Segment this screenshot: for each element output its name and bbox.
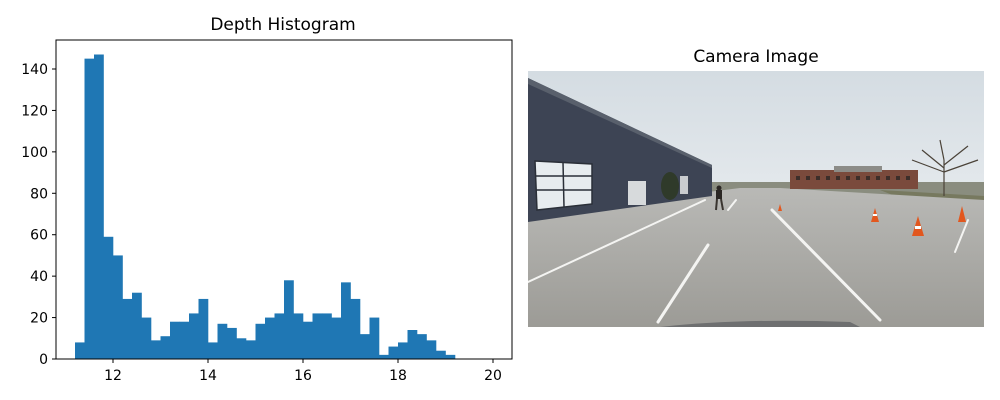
- vehicle-hood: [660, 320, 860, 327]
- x-tick-label: 16: [294, 368, 312, 384]
- histogram-bar: [350, 298, 361, 359]
- y-tick-label: 120: [21, 103, 48, 119]
- histogram-bar: [274, 313, 285, 359]
- histogram-bar: [417, 334, 427, 359]
- histogram-bar: [113, 255, 123, 359]
- histogram-bar: [198, 298, 209, 359]
- histogram-bar: [236, 338, 247, 359]
- y-tick-label: 60: [30, 228, 48, 244]
- histogram-bar: [132, 292, 142, 359]
- x-tick-label: 18: [389, 368, 407, 384]
- y-tick-label: 0: [39, 352, 48, 368]
- histogram-bar: [75, 342, 85, 359]
- histogram-bar: [84, 58, 95, 360]
- y-axis: 0 20 40 60 80 100 120 140: [21, 62, 56, 368]
- histogram-bar: [426, 340, 437, 359]
- camera-image: [528, 71, 984, 327]
- histogram-bar: [103, 236, 114, 359]
- histogram-bar: [445, 354, 456, 359]
- histogram-bar: [160, 336, 171, 359]
- histogram-bar: [303, 321, 313, 359]
- bare-tree: [911, 139, 979, 196]
- histogram-bar: [407, 330, 418, 359]
- pedestrian: [715, 185, 724, 211]
- histogram-bar: [189, 313, 199, 359]
- histogram-bar: [284, 280, 294, 359]
- histogram-bar: [217, 323, 228, 359]
- x-tick-label: 12: [104, 368, 122, 384]
- road-surface: [528, 188, 984, 327]
- histogram-bar: [170, 321, 180, 359]
- histogram-bar: [94, 54, 104, 359]
- lane-markings: [528, 199, 969, 324]
- traffic-cones: [778, 204, 966, 236]
- histogram-axes-frame: [55, 39, 513, 360]
- histogram-bar: [208, 342, 218, 359]
- histogram-bar: [436, 350, 446, 359]
- histogram-bar: [265, 317, 275, 359]
- histogram-bar: [179, 321, 190, 359]
- histogram-bar: [369, 317, 380, 359]
- y-tick-label: 140: [21, 62, 48, 78]
- histogram-bar: [388, 346, 399, 359]
- histogram-bar: [246, 340, 256, 359]
- histogram-bar: [227, 327, 237, 359]
- histogram-bar: [379, 354, 389, 359]
- histogram-bar: [341, 282, 351, 359]
- x-tick-label: 20: [484, 368, 502, 384]
- histogram-bar: [322, 313, 332, 359]
- histogram-bar: [360, 334, 370, 359]
- y-tick-label: 100: [21, 145, 48, 161]
- histogram-bar: [141, 317, 152, 359]
- camera-image-title: Camera Image: [693, 47, 818, 67]
- histogram-title: Depth Histogram: [210, 15, 355, 35]
- histogram-bar: [255, 323, 266, 359]
- histogram-bar: [293, 313, 304, 359]
- histogram-bar: [312, 313, 323, 359]
- histogram-bars: [75, 54, 456, 360]
- trees-left: [661, 172, 679, 200]
- histogram-bar: [151, 340, 161, 359]
- histogram-bar: [398, 342, 408, 359]
- brick-building: [790, 170, 918, 189]
- building-doors: [628, 181, 646, 205]
- y-tick-label: 80: [30, 186, 48, 202]
- y-tick-label: 20: [30, 311, 48, 327]
- histogram-bar: [331, 317, 342, 359]
- x-axis: 12 14 16 18 20: [104, 359, 502, 384]
- x-tick-label: 14: [199, 368, 217, 384]
- y-tick-label: 40: [30, 269, 48, 285]
- histogram-bar: [122, 298, 133, 359]
